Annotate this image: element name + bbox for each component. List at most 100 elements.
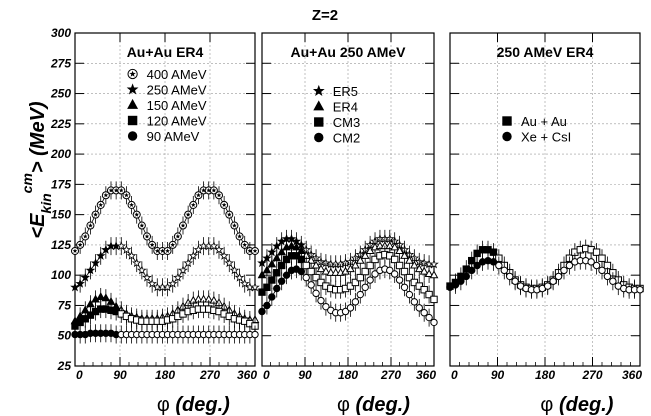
data-point xyxy=(321,266,331,275)
data-point xyxy=(311,260,321,269)
data-point xyxy=(506,272,514,281)
circle-star-core xyxy=(232,223,237,228)
data-point xyxy=(360,250,370,259)
circle-star-core xyxy=(242,242,248,247)
data-point xyxy=(420,286,428,294)
data-point xyxy=(122,191,131,200)
series-2 xyxy=(257,237,439,285)
data-point xyxy=(351,298,360,306)
data-point xyxy=(168,240,177,249)
data-point xyxy=(101,191,110,200)
data-point xyxy=(142,232,152,241)
legend-label: 150 AMeV xyxy=(147,98,207,113)
data-point xyxy=(219,250,229,260)
data-point xyxy=(351,260,360,269)
data-point xyxy=(257,270,267,279)
legend-marker xyxy=(126,83,139,95)
data-point xyxy=(341,307,350,316)
data-point xyxy=(425,290,433,299)
figure-title: Z=2 xyxy=(312,7,338,24)
data-point xyxy=(178,221,188,230)
data-point xyxy=(272,241,282,251)
y-tick-label: 150 xyxy=(51,208,71,222)
circle-star-core xyxy=(93,212,98,217)
x-axis-label: φ (deg.) xyxy=(337,394,410,416)
data-point xyxy=(429,259,439,269)
legend-marker xyxy=(127,115,138,126)
y-tick-label: 125 xyxy=(51,238,71,252)
data-point xyxy=(147,278,157,288)
data-point xyxy=(267,247,277,257)
data-point xyxy=(366,261,374,270)
data-point xyxy=(126,250,137,260)
data-point xyxy=(268,276,276,284)
legend-label: CM2 xyxy=(333,131,360,146)
series-2 xyxy=(446,251,644,299)
data-point xyxy=(307,267,315,276)
data-point xyxy=(500,266,508,275)
data-point xyxy=(234,272,245,282)
data-point xyxy=(96,250,106,260)
x-tick-label: 0 xyxy=(263,368,270,382)
data-point xyxy=(277,247,287,256)
circle-star-core xyxy=(201,187,206,193)
circle-star-core xyxy=(211,187,217,193)
data-point xyxy=(400,267,409,276)
legend-label: 250 AMeV xyxy=(147,83,207,98)
data-point xyxy=(76,240,85,249)
panel-title: Au+Au 250 AMeV xyxy=(290,44,406,60)
panels: 25 50 75 100 125 150 175 200 225 250 275 300 0 90 180 2… xyxy=(50,26,644,382)
data-point xyxy=(178,265,188,275)
legend-marker xyxy=(314,132,324,143)
circle-star-core xyxy=(221,202,227,207)
data-point xyxy=(229,265,240,275)
y-axis-label: <Ekincm> (MeV) xyxy=(19,101,54,239)
circle-star-core xyxy=(175,233,181,239)
data-point xyxy=(297,267,306,276)
data-point xyxy=(250,282,260,292)
legend-label: Xe + CsI xyxy=(521,130,571,145)
data-point xyxy=(250,246,260,255)
x-tick-label: 90 xyxy=(491,368,505,382)
data-point xyxy=(400,283,409,291)
data-point xyxy=(322,302,330,311)
data-point xyxy=(230,221,239,230)
data-point xyxy=(405,255,414,264)
circle-star-core xyxy=(237,233,242,239)
data-point xyxy=(409,260,419,269)
circle-star-core xyxy=(108,187,114,193)
circle-star-core xyxy=(216,192,222,198)
data-point xyxy=(603,272,612,281)
x-tick-label: 0 xyxy=(451,368,458,382)
data-point xyxy=(168,278,178,288)
data-point xyxy=(302,273,310,282)
legend-label: 400 AMeV xyxy=(147,67,207,82)
y-tick-label: 225 xyxy=(50,117,71,131)
data-point xyxy=(457,277,465,285)
legend-label: 120 AMeV xyxy=(147,114,207,129)
data-point xyxy=(194,191,203,200)
legend-marker xyxy=(314,117,324,127)
data-point xyxy=(132,258,142,268)
x-tick-label: 180 xyxy=(155,368,175,382)
data-point xyxy=(267,259,277,268)
data-point xyxy=(116,241,126,251)
data-point xyxy=(549,277,557,285)
circle-star-core xyxy=(226,212,232,217)
data-point xyxy=(189,200,198,209)
series-2 xyxy=(70,237,260,297)
data-point xyxy=(592,248,601,256)
data-point xyxy=(257,257,267,268)
panel-title: 250 AMeV ER4 xyxy=(497,44,594,60)
data-point xyxy=(592,261,601,270)
data-point xyxy=(276,236,287,246)
circle-star-core xyxy=(165,248,170,253)
data-point xyxy=(468,266,476,275)
x-tick-label: 180 xyxy=(338,368,358,382)
data-point xyxy=(495,261,503,270)
circle-star-core xyxy=(129,70,136,77)
data-point xyxy=(273,269,281,277)
data-point xyxy=(307,281,315,289)
data-point xyxy=(251,330,259,339)
